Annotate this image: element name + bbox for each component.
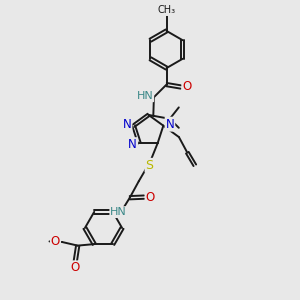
Text: O: O [182,80,191,94]
Text: O: O [51,235,60,248]
Text: O: O [71,261,80,274]
Text: N: N [123,118,131,131]
Text: CH₃: CH₃ [158,5,175,15]
Text: S: S [146,159,154,172]
Text: O: O [146,190,155,204]
Text: N: N [128,138,137,151]
Text: HN: HN [136,91,153,101]
Text: N: N [166,118,174,131]
Text: HN: HN [110,207,127,217]
